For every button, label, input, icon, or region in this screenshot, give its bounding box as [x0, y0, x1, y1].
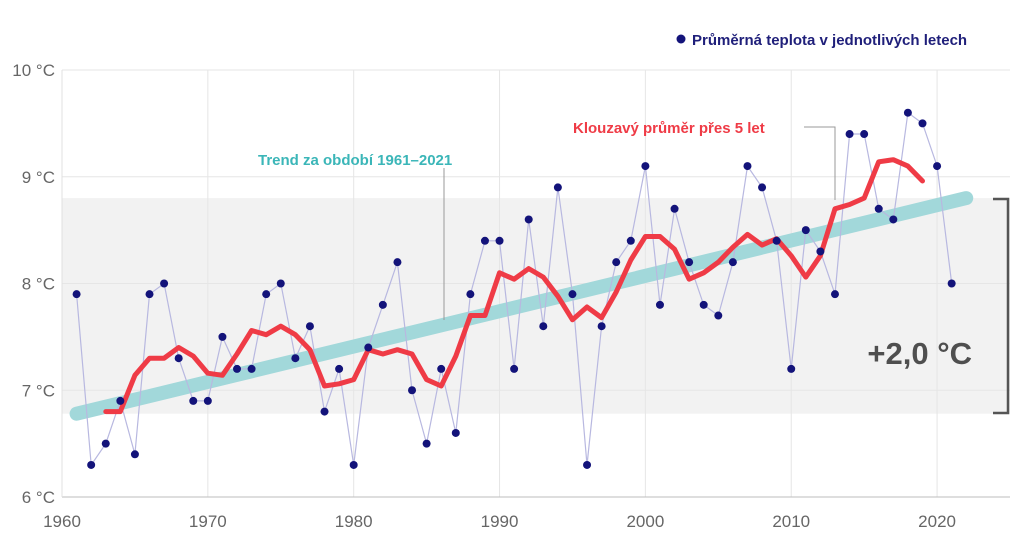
annual-point [845, 130, 854, 139]
x-tick-label: 2010 [772, 512, 810, 531]
annual-point [408, 386, 417, 395]
annual-point [787, 364, 796, 373]
trend-annotation: Trend za období 1961–2021 [258, 152, 452, 320]
annual-point [116, 396, 125, 405]
x-tick-label: 2000 [626, 512, 664, 531]
annual-point [422, 439, 431, 448]
legend-marker [676, 34, 686, 44]
annual-point [87, 460, 96, 469]
x-tick-label: 1980 [335, 512, 373, 531]
annual-point [903, 108, 912, 117]
grid [61, 69, 1010, 497]
annual-point [276, 279, 285, 288]
annual-point [714, 311, 723, 320]
annual-point [495, 236, 504, 245]
moving-average-annotation: Klouzavý průměr přes 5 let [573, 120, 836, 200]
annual-point [145, 290, 154, 299]
x-tick-label: 1990 [481, 512, 519, 531]
annual-point [364, 343, 373, 352]
delta-bracket: +2,0 °C [867, 197, 1010, 415]
x-tick-label: 1970 [189, 512, 227, 531]
annual-point [655, 300, 664, 309]
annual-point [830, 290, 839, 299]
annual-point [189, 396, 198, 405]
annual-point [889, 215, 898, 224]
annual-point [670, 204, 679, 213]
y-tick-label: 10 °C [12, 61, 55, 80]
y-tick-label: 9 °C [22, 168, 55, 187]
annual-point [510, 364, 519, 373]
y-tick-label: 8 °C [22, 275, 55, 294]
annual-point [437, 364, 446, 373]
series [69, 108, 974, 469]
annual-point [466, 290, 475, 299]
annual-point [553, 183, 562, 192]
y-tick-label: 6 °C [22, 488, 55, 507]
annual-point [233, 364, 242, 373]
trend-label: Trend za období 1961–2021 [258, 152, 452, 169]
annual-point [160, 279, 169, 288]
annual-point [743, 162, 752, 171]
annual-point [320, 407, 329, 416]
annual-point [203, 396, 212, 405]
annual-point [174, 354, 183, 363]
annual-point [699, 300, 708, 309]
annual-point [72, 290, 81, 299]
annual-point [130, 450, 139, 459]
delta-bracket-line [993, 197, 1010, 415]
annual-point [480, 236, 489, 245]
annual-point [918, 119, 927, 128]
delta-label: +2,0 °C [867, 336, 972, 371]
annual-point [612, 258, 621, 267]
annual-point [758, 183, 767, 192]
axes: 6 °C 7 °C 8 °C 9 °C 10 °C 1960 1970 1980 1990 200… [12, 61, 1010, 531]
legend: Průměrná teplota v jednotlivých letech [676, 32, 967, 49]
x-tick-label: 2020 [918, 512, 956, 531]
moving-average-leader-line [804, 126, 836, 200]
annual-point [947, 279, 956, 288]
annual-point [451, 428, 460, 437]
annual-point [933, 162, 942, 171]
annual-point [378, 300, 387, 309]
annual-point [583, 460, 592, 469]
legend-label: Průměrná teplota v jednotlivých letech [692, 32, 967, 49]
annual-point [218, 332, 227, 341]
annual-point [335, 364, 344, 373]
annual-point [262, 290, 271, 299]
annual-point [626, 236, 635, 245]
annual-point [539, 322, 548, 331]
annual-point [728, 258, 737, 267]
annual-point [772, 236, 781, 245]
annual-point [101, 439, 110, 448]
annual-point [349, 460, 358, 469]
trend-line [69, 191, 974, 421]
annual-point [393, 258, 402, 267]
annual-point [641, 162, 650, 171]
annual-point [247, 364, 256, 373]
moving-average-line [103, 157, 925, 415]
annual-point [816, 247, 825, 256]
annual-point [291, 354, 300, 363]
x-tick-label: 1960 [43, 512, 81, 531]
annual-point [524, 215, 533, 224]
annual-point [305, 322, 314, 331]
annual-point [874, 204, 883, 213]
annual-point [860, 130, 869, 139]
annual-point [568, 290, 577, 299]
annual-point [685, 258, 694, 267]
moving-average-label: Klouzavý průměr přes 5 let [573, 120, 765, 137]
y-tick-label: 7 °C [22, 381, 55, 400]
annual-point [597, 322, 606, 331]
annual-point [801, 226, 810, 235]
